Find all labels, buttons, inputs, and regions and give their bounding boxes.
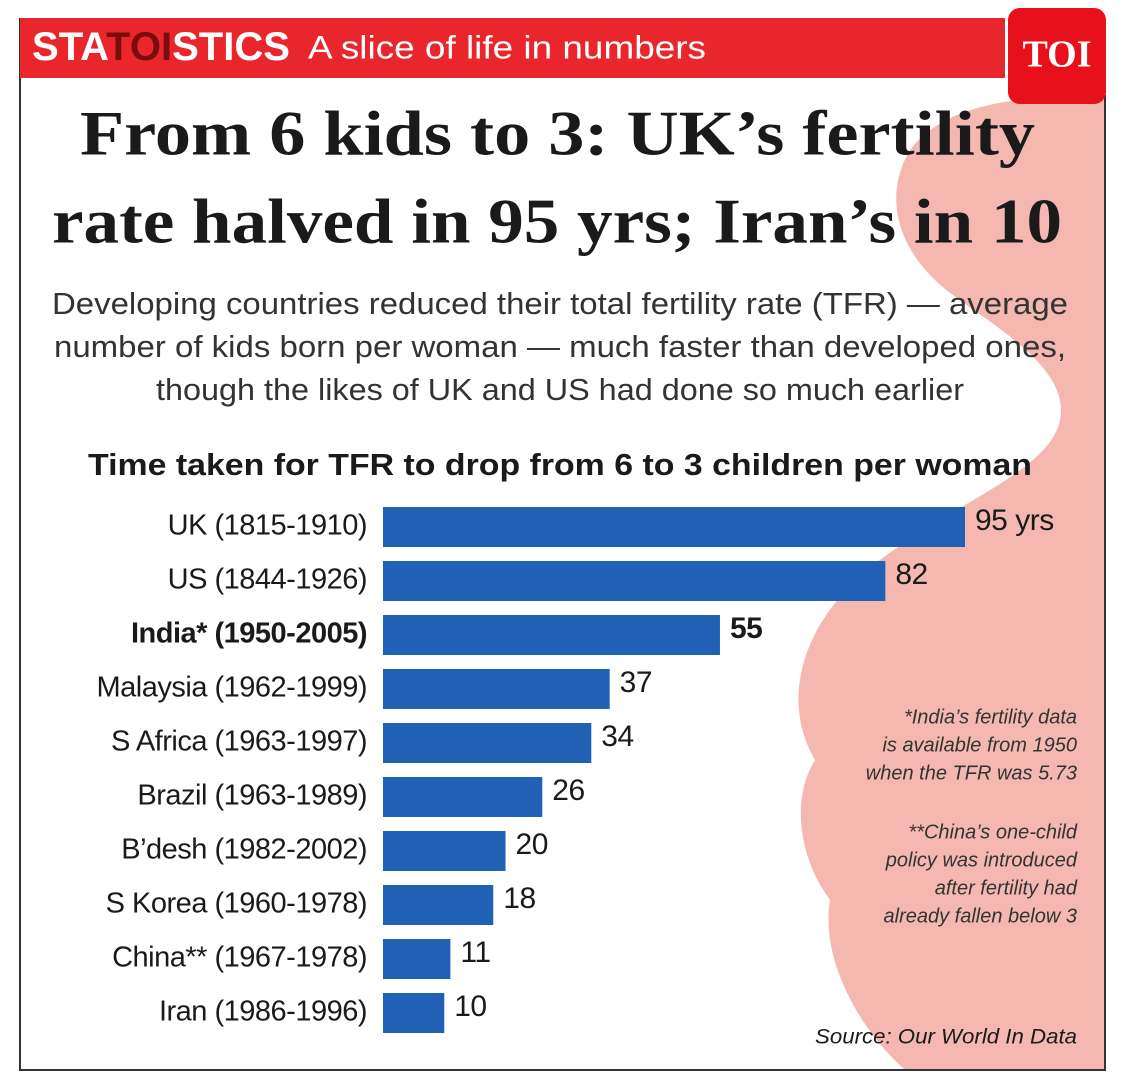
- bar: [383, 993, 445, 1033]
- value-label: 18: [503, 882, 535, 915]
- frame: [19, 18, 1106, 1071]
- category-label: Iran (1986-1996): [159, 996, 367, 1028]
- bar-chart: UK (1815-1910) 95 yrs US (1844-1926) 82 Indi…: [97, 504, 1054, 1033]
- category-label: US (1844-1926): [168, 564, 367, 596]
- footnote-line: when the TFR was 5.73: [866, 762, 1077, 784]
- brand-part: STICS: [172, 25, 290, 69]
- footnote-line: is available from 1950: [882, 734, 1077, 756]
- category-label: China** (1967-1978): [112, 942, 367, 974]
- bar: [383, 831, 506, 871]
- title-line: From 6 kids to 3: UK’s fertility: [80, 98, 1035, 169]
- header-band: [20, 18, 1005, 78]
- category-label: Malaysia (1962-1999): [97, 672, 367, 704]
- title: From 6 kids to 3: UK’s fertility rate hal…: [52, 98, 1062, 257]
- logo: TOI: [1022, 34, 1091, 76]
- value-label: 37: [620, 666, 652, 699]
- footnote-line: already fallen below 3: [884, 905, 1077, 927]
- bar: [383, 723, 592, 763]
- bar: [383, 615, 720, 655]
- subtitle-line: Developing countries reduced their total…: [52, 286, 1068, 321]
- bar: [383, 561, 886, 601]
- value-label: 20: [516, 828, 548, 861]
- footnote-line: *India’s fertility data: [904, 706, 1077, 728]
- bar: [383, 669, 610, 709]
- bar: [383, 507, 965, 547]
- tagline: A slice of life in numbers: [308, 29, 706, 65]
- subtitle-line: though the likes of UK and US had done s…: [156, 372, 964, 407]
- brand-part: TOI: [106, 25, 172, 69]
- brand: STATOISTICS: [32, 25, 290, 69]
- category-label: S Africa (1963-1997): [111, 726, 367, 758]
- subtitle: Developing countries reduced their total…: [52, 286, 1068, 407]
- silhouette: [798, 95, 1105, 1070]
- footnote-line: after fertility had: [935, 877, 1078, 899]
- bar: [383, 885, 494, 925]
- footnote-line: **China’s one-child: [908, 821, 1078, 843]
- value-label: 10: [454, 990, 486, 1023]
- chart-title: Time taken for TFR to drop from 6 to 3 c…: [88, 447, 1032, 482]
- category-label: Brazil (1963-1989): [137, 780, 367, 812]
- category-label: India* (1950-2005): [131, 618, 367, 650]
- notes: *India’s fertility data is available from…: [866, 706, 1078, 927]
- footnote-line: policy was introduced: [885, 849, 1078, 871]
- value-label: 11: [460, 936, 490, 969]
- value-label: 82: [895, 558, 927, 591]
- brand-part: STA: [32, 25, 108, 69]
- value-label: 95 yrs: [975, 504, 1054, 537]
- category-label: S Korea (1960-1978): [106, 888, 367, 920]
- value-label: 55: [730, 612, 762, 645]
- value-label: 34: [601, 720, 633, 753]
- logo-box: [1008, 8, 1106, 104]
- category-label: UK (1815-1910): [168, 510, 367, 542]
- bar: [383, 939, 451, 979]
- source: Source: Our World In Data: [815, 1026, 1077, 1049]
- value-label: 26: [552, 774, 584, 807]
- bar: [383, 777, 543, 817]
- category-label: B’desh (1982-2002): [121, 834, 367, 866]
- subtitle-line: number of kids born per woman — much fas…: [54, 329, 1066, 364]
- title-line: rate halved in 95 yrs; Iran’s in 10: [52, 186, 1062, 257]
